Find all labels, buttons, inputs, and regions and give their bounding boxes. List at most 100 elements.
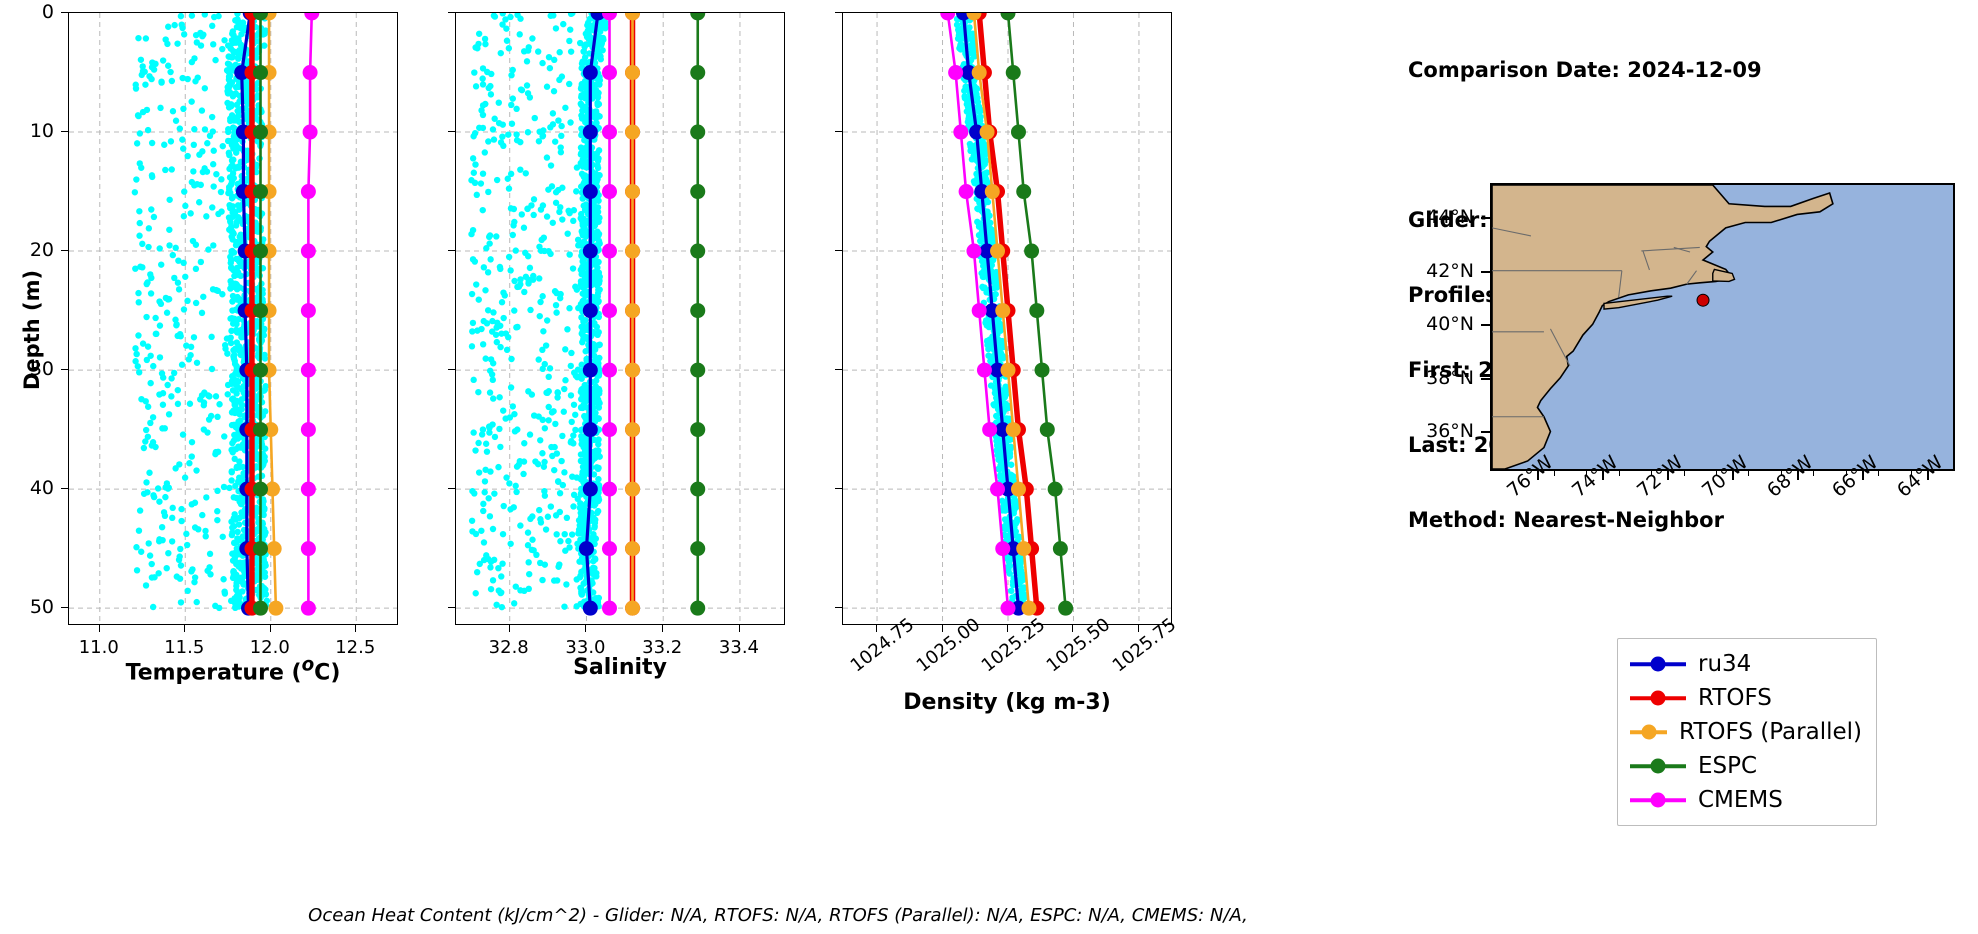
x-tick-label: 12.5 — [335, 637, 376, 658]
map-lon-minor-tickmark — [1748, 471, 1750, 476]
y-tickmark — [835, 250, 842, 252]
salinity-plot-area — [455, 12, 785, 625]
depth-axis-label: Depth (m) — [20, 269, 44, 390]
map-lon-minor-tickmark — [1553, 471, 1555, 476]
legend-item-cmems[interactable]: CMEMS — [1630, 783, 1862, 817]
x-tickmark — [98, 625, 100, 632]
map-lon-minor-tickmark — [1780, 471, 1782, 476]
map-lon-minor-tickmark — [1618, 471, 1620, 476]
map-lat-label: 42°N — [1426, 259, 1474, 282]
map-lat-label: 40°N — [1426, 313, 1474, 336]
depth-tick-label: 20 — [29, 239, 54, 262]
map-coastline-svg — [1492, 185, 1834, 469]
ocean-heat-content-note: Ocean Heat Content (kJ/cm^2) - Glider: N… — [308, 905, 1248, 926]
x-tickmark — [355, 625, 357, 632]
x-tick-label: 11.0 — [78, 637, 119, 658]
region-map[interactable] — [1490, 183, 1955, 471]
legend-item-label: ru34 — [1698, 651, 1752, 677]
y-tickmark — [835, 131, 842, 133]
x-tickmark — [508, 625, 510, 632]
x-tick-label: 11.5 — [164, 637, 205, 658]
x-tickmark — [1007, 625, 1008, 632]
legend-swatch-icon — [1630, 653, 1686, 675]
temperature-plot-area — [68, 12, 398, 625]
depth-tick-label: 40 — [29, 477, 54, 500]
legend-item-label: CMEMS — [1698, 787, 1783, 813]
temperature-series-svg — [69, 13, 397, 624]
salinity-series-svg — [456, 13, 784, 624]
map-lon-minor-tickmark — [1845, 471, 1847, 476]
legend-item-espc[interactable]: ESPC — [1630, 749, 1862, 783]
legend-swatch-icon — [1630, 721, 1668, 743]
map-lon-tickmark — [1602, 471, 1605, 480]
metadata-method-line: Method: Nearest-Neighbor — [1408, 508, 1724, 532]
x-tick-label: 32.8 — [488, 637, 529, 658]
y-tickmark — [448, 250, 455, 252]
y-tickmark — [835, 369, 842, 371]
map-lat-tickmark — [1481, 324, 1490, 327]
y-tickmark — [835, 488, 842, 490]
y-tickmark — [61, 369, 68, 371]
map-lon-minor-tickmark — [1651, 471, 1653, 476]
temperature-axis-title-text: Temperature (oC) — [125, 655, 341, 686]
series-legend: ru34 RTOFS RTOFS (Parallel) ESPC CMEMS — [1617, 638, 1877, 826]
y-tickmark — [448, 131, 455, 133]
y-tickmark — [448, 12, 455, 13]
map-lon-minor-tickmark — [1813, 471, 1815, 476]
density-plot-area — [842, 12, 1172, 625]
y-tickmark — [835, 12, 842, 13]
salinity-axis-title: Salinity — [573, 655, 667, 680]
x-tick-label: 33.4 — [718, 637, 759, 658]
map-lat-label: 36°N — [1426, 420, 1474, 443]
legend-item-ru34[interactable]: ru34 — [1630, 647, 1862, 681]
legend-swatch-icon — [1630, 755, 1686, 777]
x-tickmark — [184, 625, 186, 632]
map-lon-tickmark — [1862, 471, 1865, 480]
x-tickmark — [1072, 625, 1074, 632]
y-tickmark — [448, 607, 455, 609]
legend-swatch-icon — [1630, 687, 1686, 709]
map-lat-tickmark — [1481, 431, 1490, 434]
map-lon-tickmark — [1797, 471, 1800, 480]
map-lat-tickmark — [1481, 270, 1490, 273]
x-tickmark — [738, 625, 740, 632]
x-tickmark — [585, 625, 587, 632]
map-lon-minor-tickmark — [1910, 471, 1912, 476]
y-tickmark — [61, 12, 68, 13]
legend-swatch-icon — [1630, 789, 1686, 811]
y-tickmark — [61, 250, 68, 252]
x-tickmark — [1137, 625, 1139, 632]
legend-item-label: ESPC — [1698, 753, 1758, 779]
map-lon-minor-tickmark — [1878, 471, 1880, 476]
map-lat-tickmark — [1481, 377, 1490, 380]
map-lon-minor-tickmark — [1586, 471, 1588, 476]
x-tickmark — [662, 625, 664, 632]
comparison-date-line: Comparison Date: 2024-12-09 — [1408, 58, 1762, 82]
map-lon-tickmark — [1732, 471, 1735, 480]
legend-item-label: RTOFS (Parallel) — [1679, 719, 1862, 745]
depth-tick-label: 10 — [29, 120, 54, 143]
density-axis-title: Density (kg m-3) — [903, 690, 1111, 715]
metadata-spacer — [1408, 133, 1762, 158]
x-tick-label: 33.2 — [642, 637, 683, 658]
map-lon-tickmark — [1537, 471, 1540, 480]
y-tickmark — [448, 369, 455, 371]
y-tickmark — [61, 488, 68, 490]
legend-item-rtofs[interactable]: RTOFS — [1630, 681, 1862, 715]
x-tickmark — [269, 625, 271, 632]
x-tickmark — [941, 625, 943, 632]
x-tick-label: 33.0 — [565, 637, 606, 658]
map-lat-label: 38°N — [1426, 366, 1474, 389]
map-lon-minor-tickmark — [1716, 471, 1717, 476]
map-lon-tickmark — [1927, 471, 1930, 480]
map-lat-label: 44°N — [1426, 206, 1474, 229]
map-lon-tickmark — [1667, 471, 1670, 480]
legend-item-rtofs-parallel[interactable]: RTOFS (Parallel) — [1630, 715, 1862, 749]
y-tickmark — [61, 131, 68, 133]
depth-tick-label: 50 — [29, 596, 54, 619]
depth-tick-label: 30 — [29, 358, 54, 381]
x-tick-label: 12.0 — [249, 637, 290, 658]
y-tickmark — [61, 607, 68, 609]
depth-tick-label: 0 — [41, 1, 54, 23]
